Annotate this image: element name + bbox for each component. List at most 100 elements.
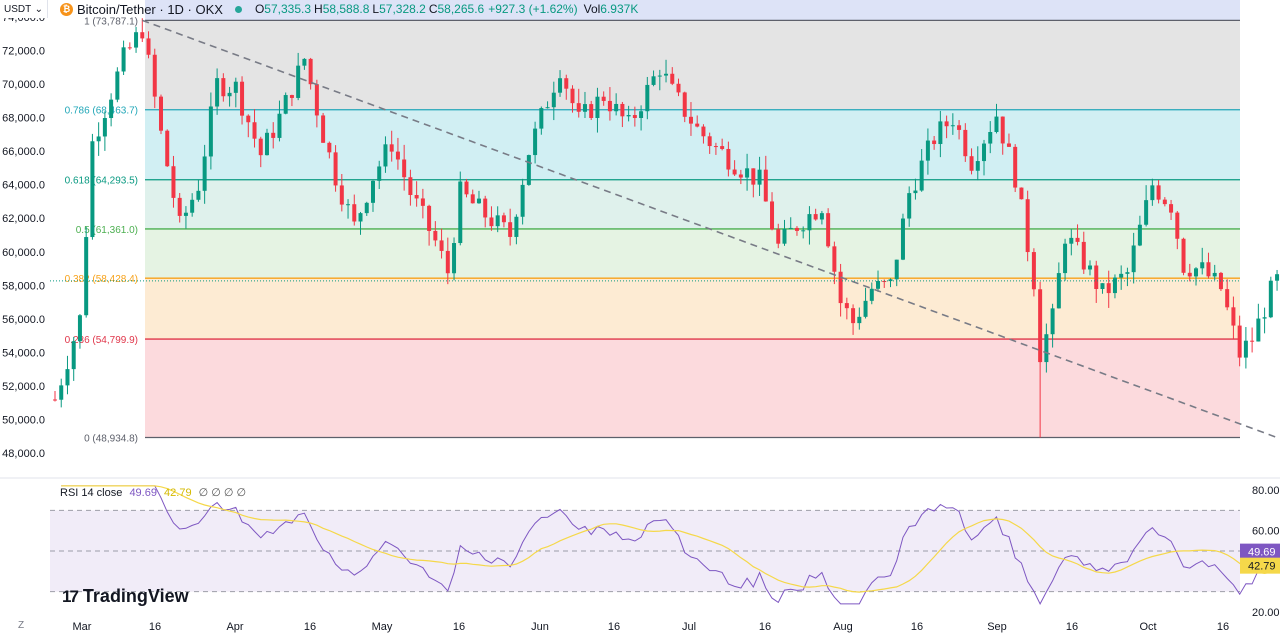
candle [832,241,837,285]
open-label: O [254,2,265,16]
candle-body [1169,204,1174,213]
candle-body [277,113,282,138]
candle [957,120,962,140]
candle-body [1094,265,1099,290]
candle-body [601,96,606,101]
time-tick-label: Apr [226,621,243,633]
candle [907,186,912,227]
tradingview-logo[interactable]: 17 TradingView [62,586,189,607]
time-tick-label: 16 [608,621,620,633]
candle-body [489,217,494,227]
candle-body [1256,318,1261,342]
candle-body [844,303,849,309]
candle [794,226,799,236]
candle [539,106,544,135]
candle-body [950,125,955,127]
candle [339,174,344,212]
candle-body [183,212,188,216]
candle-body [1075,237,1080,242]
candle [514,214,519,245]
candle [233,77,238,108]
symbol-title[interactable]: Bitcoin/Tether · 1D · OKX [77,1,223,17]
price-tick-label: 56,000.0 [2,314,45,326]
candle-body [134,32,139,48]
candle [695,115,700,128]
candle [470,189,475,204]
candle-body [90,141,95,238]
price-tick-label: 52,000.0 [2,381,45,393]
candle-body [857,316,862,324]
candle [807,206,812,245]
candle [59,378,64,408]
candle [501,212,506,228]
candle [1044,323,1049,373]
candle-body [1262,317,1267,319]
candle-body [339,185,344,205]
candle-body [208,106,213,157]
candle-body [53,399,57,401]
candle-body [1162,199,1167,205]
candle-body [564,78,569,89]
candle-body [639,111,644,119]
candle-body [221,78,226,97]
candle-body [65,369,70,386]
candle [302,58,307,70]
candle [782,219,787,246]
candle-body [1106,283,1111,294]
candle-body [501,215,506,223]
candle [844,297,849,320]
candle [383,136,388,173]
candle [215,68,220,115]
time-tick-label: Sep [987,621,1007,633]
candle [508,208,513,246]
candle [900,213,905,261]
fib-level-label: 0.382 (58,428.4) [65,274,138,285]
candle-body [1250,340,1255,342]
candle-body [570,88,575,104]
candle [639,105,644,131]
candle [140,18,145,43]
candle [664,59,669,83]
candle-body [233,81,238,93]
candle-body [271,132,276,138]
rsi-legend: RSI 14 close 49.69 42.79 ∅ ∅ ∅ ∅ [60,486,250,499]
candle [1256,303,1261,342]
candle [813,208,818,221]
candle-body [614,103,619,112]
candle [183,206,188,229]
candle-body [140,32,145,39]
candle [707,132,712,154]
candle-body [894,259,899,280]
candle-body [240,81,245,116]
candle-body [171,166,176,198]
rsi-label: RSI 14 close [60,487,123,499]
candle-body [682,92,687,117]
candle-body [420,198,425,206]
candle [1243,327,1248,369]
timezone-badge[interactable]: Z [18,620,25,631]
candle-body [876,281,881,289]
candle [1112,274,1117,299]
open-value: 57,335.3 [264,2,312,16]
close-label: C [428,2,438,16]
candle [476,190,481,204]
candle-body [676,83,681,93]
currency-selector[interactable]: USDT ⌄ [0,0,48,18]
candle [296,52,301,101]
candle-body [296,65,301,98]
candle [688,102,693,136]
candle-body [751,168,756,185]
candle [1181,237,1186,276]
candle [670,67,675,86]
candle-body [1194,268,1199,277]
bitcoin-icon: ₿ [60,2,73,16]
candle-body [832,246,837,272]
candle-body [957,125,962,130]
candle-body [994,116,999,133]
candle-body [464,181,469,195]
candle-body [364,202,369,214]
trend-line [142,19,1278,439]
candle [352,194,357,226]
candle [620,101,625,128]
